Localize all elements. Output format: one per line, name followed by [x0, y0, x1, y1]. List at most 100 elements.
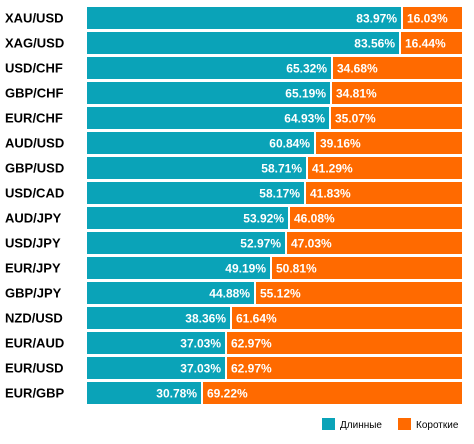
bar-long — [87, 332, 226, 354]
category-label: AUD/USD — [5, 136, 64, 151]
bar-long — [87, 157, 307, 179]
bar-separator — [399, 32, 401, 54]
value-label-short: 16.03% — [407, 12, 448, 26]
bar-long — [87, 207, 289, 229]
category-label: EUR/CHF — [5, 111, 63, 126]
value-label-short: 41.29% — [312, 162, 353, 176]
bar-separator — [401, 7, 403, 29]
value-label-long: 64.93% — [284, 112, 325, 126]
category-label: XAG/USD — [5, 36, 64, 51]
bar-short — [289, 207, 462, 229]
value-label-long: 58.71% — [261, 162, 302, 176]
bar-short — [226, 357, 462, 379]
bar-separator — [314, 132, 316, 154]
bar-long — [87, 257, 271, 279]
category-label: NZD/USD — [5, 311, 63, 326]
category-label: GBP/CHF — [5, 86, 64, 101]
bar-short — [307, 157, 462, 179]
bar-long — [87, 57, 332, 79]
bar-long — [87, 232, 286, 254]
category-label: USD/CAD — [5, 186, 64, 201]
bar-separator — [285, 232, 287, 254]
value-label-long: 60.84% — [269, 137, 310, 151]
bar-separator — [306, 157, 308, 179]
bar-long — [87, 107, 330, 129]
bar-short — [286, 232, 462, 254]
value-label-short: 69.22% — [207, 387, 248, 401]
category-label: EUR/JPY — [5, 261, 61, 276]
bar-long — [87, 82, 331, 104]
bar-separator — [288, 207, 290, 229]
bar-long — [87, 7, 402, 29]
value-label-long: 83.56% — [354, 37, 395, 51]
value-label-short: 34.68% — [337, 62, 378, 76]
bar-short — [331, 82, 462, 104]
bar-separator — [225, 332, 227, 354]
value-label-long: 30.78% — [156, 387, 197, 401]
bar-short — [332, 57, 462, 79]
legend-swatch-long — [322, 418, 335, 430]
value-label-long: 65.19% — [285, 87, 326, 101]
value-label-short: 41.83% — [310, 187, 351, 201]
bar-short — [271, 257, 462, 279]
bar-separator — [329, 107, 331, 129]
value-label-short: 47.03% — [291, 237, 332, 251]
bar-short — [202, 382, 462, 404]
legend-swatch-short — [398, 418, 411, 430]
bar-long — [87, 357, 226, 379]
value-label-short: 35.07% — [335, 112, 376, 126]
category-label: USD/CHF — [5, 61, 63, 76]
bar-long — [87, 32, 400, 54]
bar-short — [231, 307, 462, 329]
category-label: XAU/USD — [5, 11, 64, 26]
value-label-short: 34.81% — [336, 87, 377, 101]
bar-separator — [330, 82, 332, 104]
bar-long — [87, 307, 231, 329]
bar-short — [315, 132, 462, 154]
legend-label-short: Короткие — [416, 420, 459, 431]
legend-label-long: Длинные — [340, 420, 382, 431]
category-label: EUR/USD — [5, 361, 64, 376]
category-label: GBP/JPY — [5, 286, 62, 301]
value-label-long: 83.97% — [356, 12, 397, 26]
value-label-short: 50.81% — [276, 262, 317, 276]
bar-short — [255, 282, 462, 304]
value-label-long: 37.03% — [180, 362, 221, 376]
bar-separator — [304, 182, 306, 204]
bar-short — [305, 182, 462, 204]
category-label: EUR/AUD — [5, 336, 64, 351]
bar-separator — [270, 257, 272, 279]
bar-long — [87, 382, 202, 404]
value-label-long: 53.92% — [243, 212, 284, 226]
value-label-long: 49.19% — [225, 262, 266, 276]
value-label-short: 62.97% — [231, 362, 272, 376]
value-label-long: 37.03% — [180, 337, 221, 351]
value-label-short: 55.12% — [260, 287, 301, 301]
value-label-short: 16.44% — [405, 37, 446, 51]
bar-long — [87, 132, 315, 154]
bar-short — [226, 332, 462, 354]
category-label: AUD/JPY — [5, 211, 62, 226]
value-label-short: 62.97% — [231, 337, 272, 351]
value-label-short: 46.08% — [294, 212, 335, 226]
bar-long — [87, 182, 305, 204]
bar-separator — [225, 357, 227, 379]
bar-separator — [331, 57, 333, 79]
value-label-long: 58.17% — [259, 187, 300, 201]
value-label-long: 65.32% — [286, 62, 327, 76]
bar-separator — [201, 382, 203, 404]
bar-short — [402, 7, 462, 29]
value-label-short: 39.16% — [320, 137, 361, 151]
bar-separator — [230, 307, 232, 329]
bar-separator — [254, 282, 256, 304]
category-label: EUR/GBP — [5, 386, 65, 401]
category-label: GBP/USD — [5, 161, 64, 176]
value-label-long: 52.97% — [240, 237, 281, 251]
value-label-short: 61.64% — [236, 312, 277, 326]
bar-short — [400, 32, 462, 54]
value-label-long: 44.88% — [209, 287, 250, 301]
category-label: USD/JPY — [5, 236, 61, 251]
bar-short — [330, 107, 462, 129]
